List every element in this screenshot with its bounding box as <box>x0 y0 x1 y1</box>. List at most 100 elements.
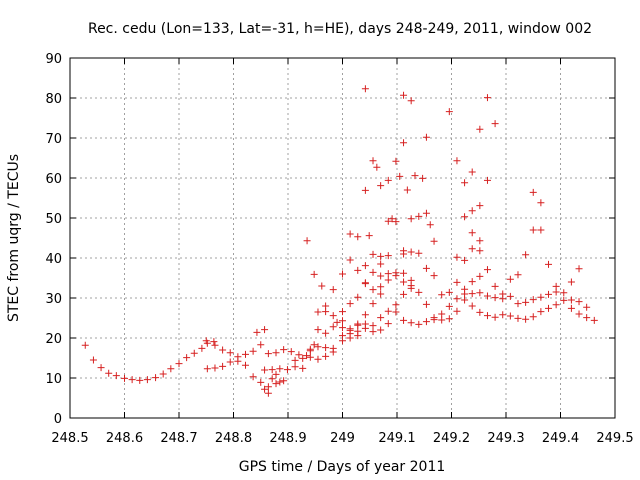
data-point <box>476 272 484 280</box>
data-point <box>476 247 484 255</box>
data-point <box>280 377 288 385</box>
data-point <box>306 345 314 353</box>
data-point <box>453 253 461 261</box>
data-point <box>552 301 560 309</box>
data-point <box>361 262 369 270</box>
data-point <box>537 308 545 316</box>
data-point <box>396 172 404 180</box>
data-point <box>438 291 446 299</box>
data-point <box>287 348 295 356</box>
data-point <box>322 329 330 337</box>
x-tick-label: 248.7 <box>160 431 197 446</box>
data-point <box>314 355 322 363</box>
data-point <box>261 326 269 334</box>
data-point <box>299 364 307 372</box>
data-point <box>377 326 385 334</box>
data-point <box>468 207 476 215</box>
data-point <box>415 288 423 296</box>
data-point <box>314 308 322 316</box>
data-point <box>377 272 385 280</box>
data-point <box>529 313 537 321</box>
data-point <box>198 344 206 352</box>
data-point <box>377 182 385 190</box>
data-point <box>361 311 369 319</box>
data-point <box>369 157 377 165</box>
data-point <box>291 356 299 364</box>
data-point <box>491 120 499 128</box>
data-point <box>234 357 242 365</box>
x-tick-label: 249.4 <box>542 431 579 446</box>
data-point <box>438 310 446 318</box>
data-point <box>529 296 537 304</box>
data-point <box>369 328 377 336</box>
data-point <box>322 344 330 352</box>
data-point <box>411 172 419 180</box>
data-point <box>407 276 415 284</box>
data-point <box>476 289 484 297</box>
data-point <box>407 284 415 292</box>
data-point <box>369 268 377 276</box>
data-point <box>299 354 307 362</box>
data-point <box>310 341 318 349</box>
data-point <box>415 249 423 257</box>
data-point <box>476 308 484 316</box>
data-point <box>483 266 491 274</box>
data-point <box>392 218 400 226</box>
data-point <box>388 215 396 223</box>
y-tick-label: 90 <box>45 52 62 67</box>
data-point <box>112 372 120 380</box>
data-point <box>329 286 337 294</box>
data-point <box>310 270 318 278</box>
y-tick-label: 70 <box>45 132 62 147</box>
data-point <box>361 85 369 93</box>
data-point <box>545 260 553 268</box>
grid <box>70 58 615 418</box>
data-point <box>303 237 311 245</box>
data-point <box>384 176 392 184</box>
y-tick-label: 50 <box>45 212 62 227</box>
data-point <box>253 328 261 336</box>
data-point <box>280 346 288 354</box>
data-point <box>365 232 373 240</box>
data-point <box>354 233 362 241</box>
data-point <box>522 298 530 306</box>
data-point <box>203 339 211 347</box>
data-point <box>346 334 354 342</box>
data-point <box>403 186 411 194</box>
data-point <box>529 188 537 196</box>
data-point <box>210 338 218 346</box>
data-point <box>468 168 476 176</box>
x-tick-label: 249.1 <box>378 431 415 446</box>
data-point <box>291 363 299 371</box>
data-point <box>276 365 284 373</box>
data-point <box>361 186 369 194</box>
data-point <box>219 362 227 370</box>
data-point <box>377 283 385 291</box>
data-point <box>422 300 430 308</box>
data-point <box>339 337 346 345</box>
data-point <box>407 319 415 327</box>
x-axis-title: GPS time / Days of year 2011 <box>239 459 446 475</box>
data-point <box>514 314 522 322</box>
data-point <box>422 133 430 141</box>
data-point <box>499 295 507 303</box>
data-point <box>476 237 484 245</box>
data-point <box>377 260 385 268</box>
data-point <box>537 199 545 207</box>
data-point <box>506 312 514 320</box>
data-point <box>537 293 545 301</box>
data-point <box>567 304 575 312</box>
data-point <box>314 326 322 334</box>
data-point <box>211 364 219 372</box>
data-point <box>346 230 354 238</box>
data-point <box>476 125 484 133</box>
data-point <box>219 346 227 354</box>
data-point <box>583 314 591 322</box>
data-point <box>445 302 453 310</box>
data-point <box>483 312 491 320</box>
data-point <box>264 350 272 358</box>
data-point <box>422 264 430 272</box>
data-point <box>143 376 151 384</box>
data-point <box>226 358 234 366</box>
